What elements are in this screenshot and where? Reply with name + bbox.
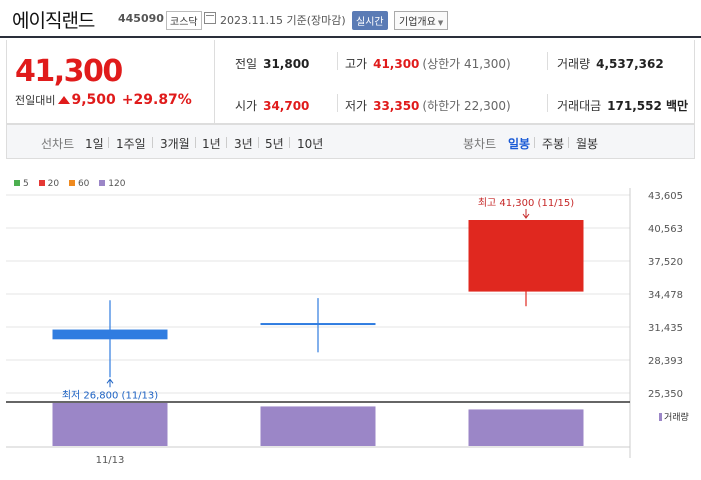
line-chart-label: 선차트	[41, 137, 75, 151]
calendar-icon	[204, 12, 216, 24]
tab-5y[interactable]: 5년	[265, 137, 284, 151]
stat-value: 34,700	[263, 99, 310, 113]
stat-amount: 거래대금 171,552 백만	[557, 97, 688, 114]
tab-1y[interactable]: 1년	[202, 137, 221, 151]
stat-value: 4,537,362	[596, 57, 664, 71]
ma-legend: 5 20 60 120	[14, 179, 132, 189]
chevron-down-icon: ▼	[437, 19, 444, 27]
change-amount: 9,500	[71, 92, 116, 108]
stat-open: 시가 34,700	[235, 97, 309, 114]
low-arrow-head-icon	[106, 378, 114, 384]
candlestick-chart: 43,605 40,563 37,520 34,478 31,435 28,393 25,3…	[6, 188, 683, 466]
ma20-swatch	[38, 180, 45, 186]
x-tick-label: 11/13	[96, 455, 125, 466]
stat-value: 31,800	[263, 57, 310, 71]
y-tick-label: 28,393	[648, 356, 683, 367]
ma-legend-item: 20	[38, 179, 60, 189]
divider	[534, 137, 535, 148]
tab-3m[interactable]: 3개월	[160, 137, 190, 151]
ma60-swatch	[68, 180, 75, 186]
divider	[568, 137, 569, 148]
tab-daily[interactable]: 일봉	[508, 137, 531, 151]
stat-label: 거래량	[557, 57, 591, 71]
ma120-swatch	[99, 180, 106, 186]
stat-label: 시가	[235, 99, 258, 113]
y-tick-label: 31,435	[648, 323, 683, 334]
stat-sub: (하한가 22,300)	[422, 99, 511, 113]
volume-bar	[260, 406, 376, 446]
y-tick-label: 40,563	[648, 224, 683, 235]
stat-prev-close: 전일 31,800	[235, 55, 309, 72]
divider	[152, 137, 153, 148]
candle-chart-label: 봉차트	[463, 137, 497, 151]
stock-name: 에이직랜드	[12, 10, 95, 32]
divider	[108, 137, 109, 148]
y-tick-label: 43,605	[648, 191, 683, 202]
tab-10y[interactable]: 10년	[297, 137, 324, 151]
stock-code: 445090	[118, 12, 164, 25]
low-annotation: 최저 26,800 (11/13)	[62, 389, 158, 401]
stat-low: 저가 33,350 (하한가 22,300)	[345, 97, 511, 114]
realtime-button[interactable]: 실시간	[352, 11, 388, 30]
company-overview-label: 기업개요	[399, 17, 436, 28]
stat-sub: (상한가 41,300)	[422, 57, 511, 71]
candle-body	[260, 323, 376, 326]
divider	[195, 137, 196, 148]
tab-monthly[interactable]: 월봉	[576, 137, 599, 151]
tab-weekly[interactable]: 주봉	[542, 137, 565, 151]
divider	[226, 137, 227, 148]
stock-header: 에이직랜드 445090 코스닥 2023.11.15 기준(장마감) 실시간 …	[0, 0, 701, 38]
stat-value: 33,350	[373, 99, 420, 113]
volume-legend-label: 거래량	[664, 413, 689, 423]
stat-label: 거래대금	[557, 99, 602, 113]
change-row: 전일대비 9,500 +29.87%	[15, 92, 192, 108]
stat-value: 171,552 백만	[607, 99, 689, 113]
ma-legend-item: 5	[14, 179, 29, 189]
y-tick-label: 34,478	[648, 290, 683, 301]
candle-body	[52, 329, 168, 340]
volume-bar	[468, 409, 584, 446]
stat-high: 고가 41,300 (상한가 41,300)	[345, 55, 511, 72]
ma5-swatch	[14, 180, 20, 186]
y-tick-label: 25,350	[648, 389, 683, 400]
divider	[289, 137, 290, 148]
candle-body	[468, 220, 584, 292]
divider	[337, 94, 338, 112]
ma-legend-item: 60	[68, 179, 90, 189]
y-tick-label: 37,520	[648, 257, 683, 268]
tab-1d[interactable]: 1일	[85, 137, 104, 151]
company-overview-button[interactable]: 기업개요 ▼	[394, 11, 449, 30]
chart-period-tabs: 선차트 1일 1주일 3개월 1년 3년 5년 10년 봉차트 일봉 주봉 월봉	[6, 124, 695, 159]
stat-volume: 거래량 4,537,362	[557, 55, 664, 72]
market-badge: 코스닥	[166, 11, 202, 30]
stat-label: 전일	[235, 57, 258, 71]
ma-legend-item: 120	[99, 179, 125, 189]
price-summary: 41,300 전일대비 9,500 +29.87% 전일 31,800 고가 41,30…	[6, 40, 695, 124]
high-annotation: 최고 41,300 (11/15)	[478, 197, 574, 209]
as-of-date: 2023.11.15 기준(장마감)	[220, 14, 346, 27]
up-arrow-icon	[58, 96, 71, 104]
divider	[547, 94, 548, 112]
volume-swatch	[659, 413, 662, 421]
change-percent: +29.87%	[121, 92, 192, 108]
stat-value: 41,300	[373, 57, 420, 71]
current-price: 41,300	[15, 54, 123, 89]
ma-legend-label: 60	[77, 179, 90, 189]
divider	[258, 137, 259, 148]
divider	[337, 52, 338, 70]
current-price-panel: 41,300 전일대비 9,500 +29.87%	[7, 40, 215, 123]
ma-legend-label: 20	[47, 179, 60, 189]
high-arrow-head-icon	[522, 213, 530, 219]
stat-label: 고가	[345, 57, 368, 71]
stat-label: 저가	[345, 99, 368, 113]
tab-3y[interactable]: 3년	[234, 137, 253, 151]
volume-legend: 거래량	[659, 410, 689, 423]
tab-1w[interactable]: 1주일	[116, 137, 146, 151]
volume-bar	[52, 403, 168, 446]
divider	[547, 52, 548, 70]
change-label: 전일대비	[15, 94, 56, 107]
ma-legend-label: 5	[23, 179, 29, 189]
ma-legend-label: 120	[108, 179, 126, 189]
